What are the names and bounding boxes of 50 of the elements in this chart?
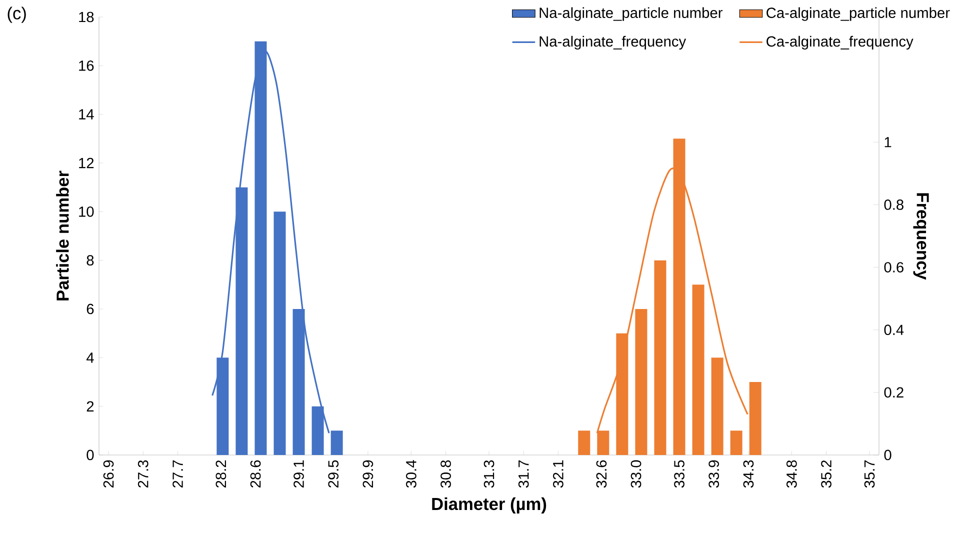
y-tick-label: 14	[79, 109, 94, 120]
y-tick-label: 6	[86, 304, 94, 314]
y2-tick-label: 0.6	[884, 262, 904, 272]
y2-tick-label: 1	[884, 137, 892, 148]
x-tick-label: 30.4	[406, 460, 416, 488]
y-tick-label: 12	[79, 158, 94, 168]
y2-axis-title: Frequency	[913, 193, 929, 280]
x-tick-label: 28.6	[250, 460, 261, 488]
y2-tick-label: 0.2	[884, 387, 904, 398]
legend-label: Ca-alginate_frequency	[766, 36, 914, 50]
x-tick-label: 35.2	[821, 460, 832, 488]
x-tick-label: 31.7	[518, 460, 529, 488]
y2-tick-label: 0.8	[884, 200, 904, 210]
y-axis-title: Particle number	[56, 170, 69, 300]
x-tick-label: 26.9	[103, 460, 114, 488]
y-tick-label: 0	[86, 450, 94, 460]
x-axis-title: Diameter (µm)	[432, 497, 546, 514]
x-tick-label: 29.9	[362, 460, 374, 488]
x-tick-label: 33.9	[708, 460, 720, 488]
legend-label: Na-alginate_frequency	[540, 36, 686, 50]
x-tick-label: 27.3	[138, 460, 148, 488]
bar	[578, 430, 590, 455]
x-tick-label: 29.5	[328, 460, 339, 488]
bar	[730, 430, 742, 455]
y-tick-label: 2	[86, 401, 94, 412]
bar	[692, 284, 704, 455]
y-tick-label: 16	[79, 60, 94, 71]
legend-label: Ca-alginate_particle number	[766, 7, 950, 21]
bar	[274, 212, 286, 455]
y-tick-label: 8	[86, 255, 94, 266]
text: (c)	[8, 6, 26, 23]
y-tick-label: 4	[86, 352, 94, 363]
x-tick-label: 29.1	[294, 460, 304, 488]
x-tick-label: 34.3	[743, 460, 754, 488]
x-tick-label: 27.7	[172, 460, 183, 488]
x-tick-label: 35.7	[864, 460, 875, 488]
x-tick-label: 34.8	[786, 460, 797, 488]
x-tick-label: 28.2	[216, 460, 226, 488]
bar	[654, 260, 666, 455]
x-tick-label: 30.8	[440, 460, 451, 488]
x-tick-label: 32.6	[596, 460, 607, 488]
y2-tick-label: 0	[884, 450, 892, 460]
x-tick-label: 33.5	[674, 460, 684, 488]
y2-tick-label: 0.4	[884, 324, 904, 336]
x-tick-label: 31.3	[484, 460, 494, 488]
y-tick-label: 10	[79, 206, 94, 217]
legend-label: Na-alginate_particle number	[540, 7, 722, 21]
x-tick-label: 32.1	[553, 460, 564, 488]
y-tick-label: 18	[79, 12, 94, 22]
x-tick-label: 33.0	[630, 460, 642, 488]
